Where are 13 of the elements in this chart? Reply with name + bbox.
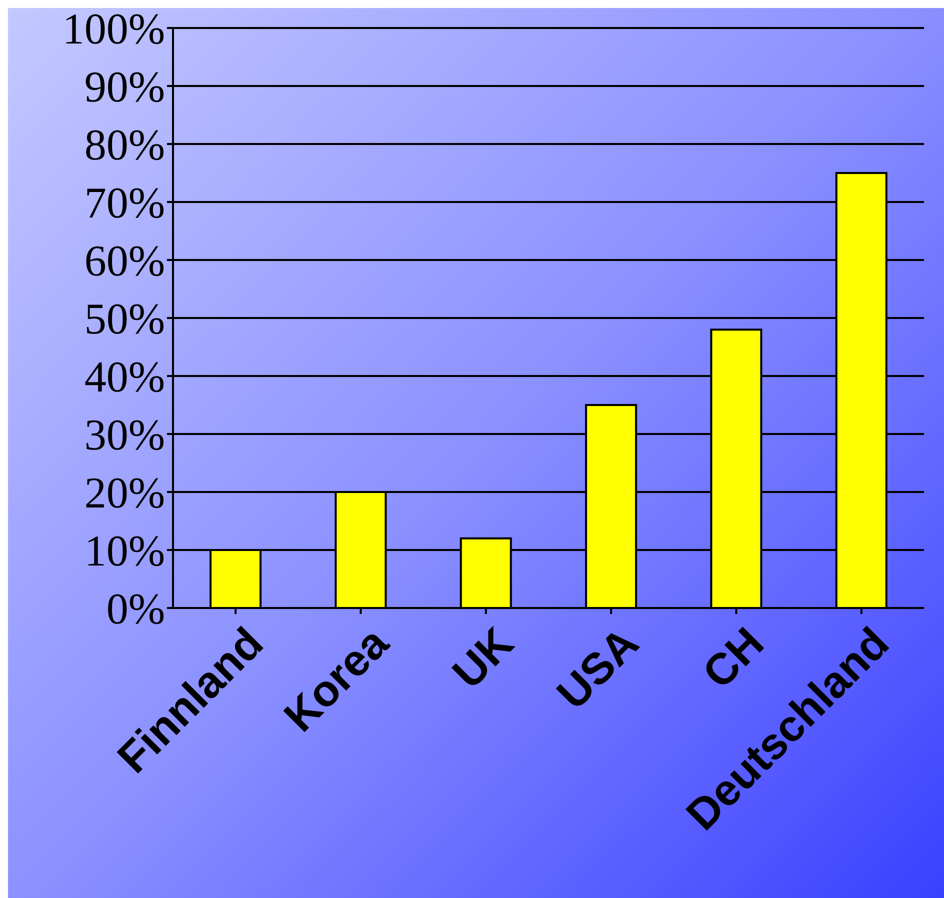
y-tick-label: 80% (84, 120, 165, 170)
y-tick-label: 60% (84, 236, 165, 286)
y-tick-label: 0% (106, 584, 165, 634)
y-tick-label: 70% (84, 178, 165, 228)
y-tick-label: 10% (84, 526, 165, 576)
y-tick-label: 20% (84, 468, 165, 518)
y-tick-label: 40% (84, 352, 165, 402)
y-tick-label: 90% (84, 62, 165, 112)
y-tick-label: 30% (84, 410, 165, 460)
x-tick-label: USA (548, 618, 648, 719)
y-tick-label: 50% (84, 294, 165, 344)
x-tick-label: UK (443, 618, 524, 698)
y-tick-label: 100% (62, 4, 165, 54)
